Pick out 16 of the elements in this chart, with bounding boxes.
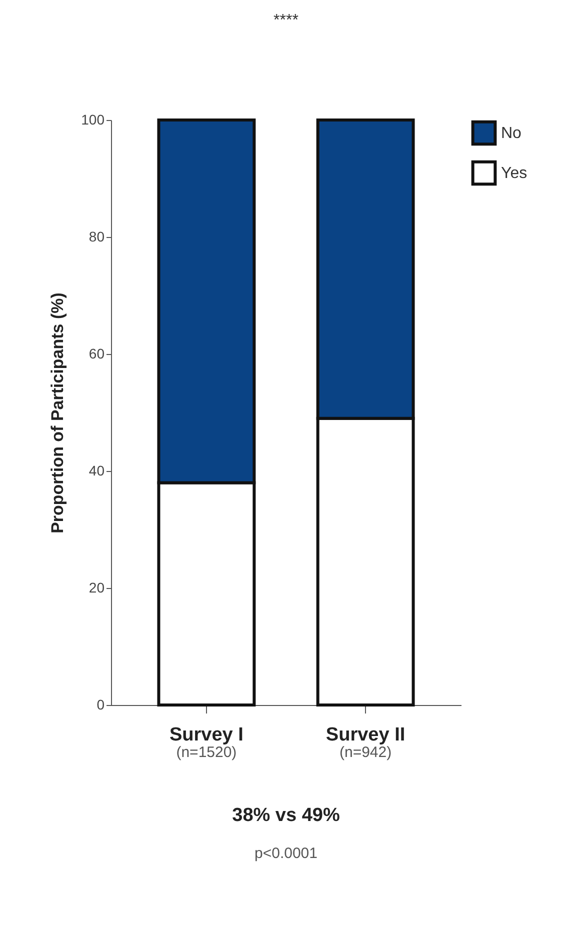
y-tick-label: 100 [81, 112, 105, 128]
y-tick-label: 80 [88, 228, 105, 244]
text: 38% vs 49% [231, 805, 341, 827]
x-tick-label: Survey II [326, 724, 406, 746]
y-tick-label: 20 [88, 580, 105, 596]
y-tick-label: 60 [88, 346, 105, 362]
y-axis-title: Proportion of Participants (%) [48, 292, 68, 534]
y-tick-label: 40 [88, 462, 105, 478]
text: (n=942) [339, 744, 392, 761]
legend-label: No [501, 125, 522, 142]
text: p<0.0001 [254, 845, 318, 862]
legend-label: Yes [501, 165, 528, 182]
x-tick-label: Survey I [169, 724, 244, 746]
text: **** [272, 12, 300, 30]
text: (n=1520) [176, 744, 237, 761]
y-tick-label: 0 [96, 696, 105, 712]
